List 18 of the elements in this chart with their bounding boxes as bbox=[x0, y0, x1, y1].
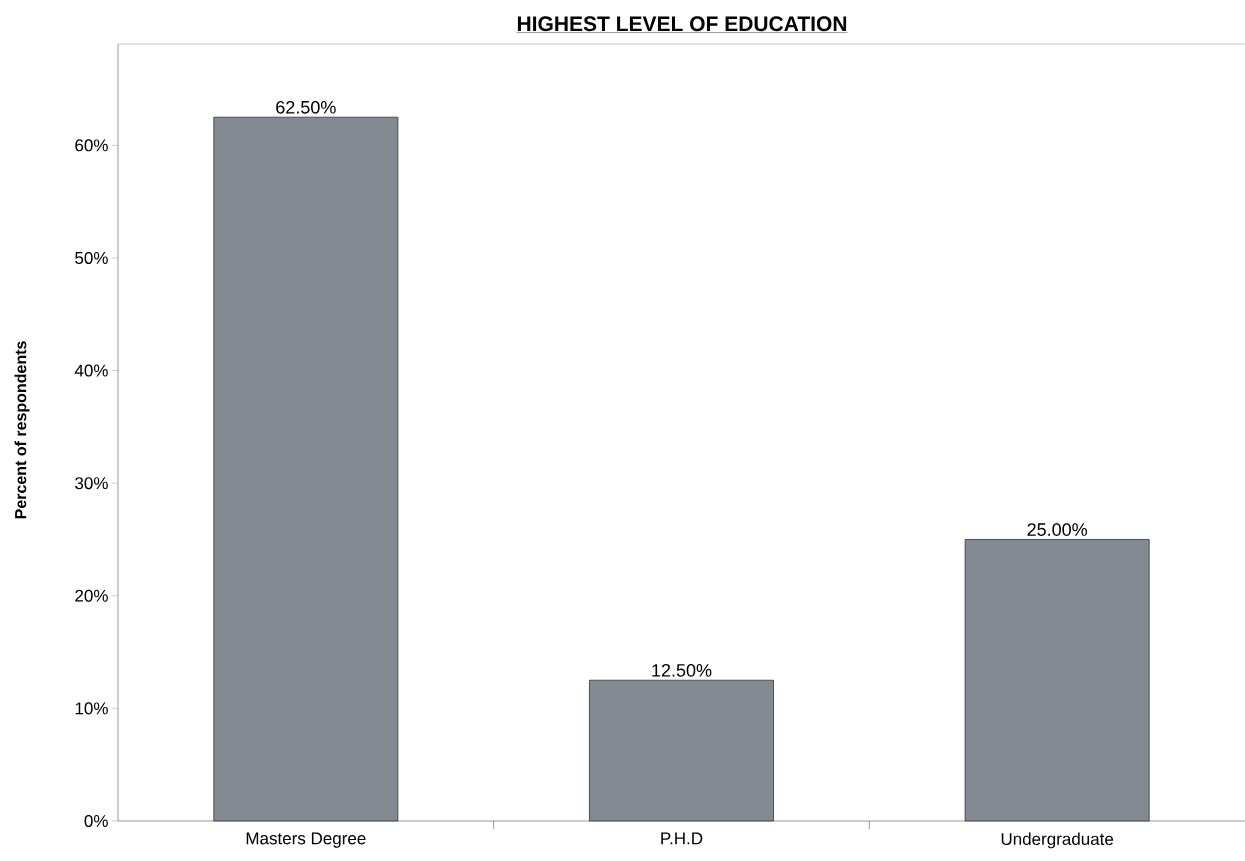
y-tick-label: 30% bbox=[75, 477, 108, 490]
data-label: 62.50% bbox=[276, 100, 336, 114]
bar bbox=[213, 116, 399, 822]
y-tick-label: 60% bbox=[75, 139, 108, 152]
bar bbox=[964, 539, 1150, 822]
data-label: 25.00% bbox=[1027, 523, 1088, 536]
x-tick-label: Masters Degree bbox=[246, 832, 366, 848]
y-tick-label: 20% bbox=[75, 589, 108, 602]
x-tick-label: Undergraduate bbox=[1001, 832, 1114, 849]
chart-title: HIGHEST LEVEL OF EDUCATION bbox=[517, 16, 847, 32]
y-tick-label: 10% bbox=[75, 702, 108, 715]
bar bbox=[589, 679, 774, 822]
y-tick-label: 40% bbox=[74, 364, 108, 377]
y-axis-title: Percent of respondents bbox=[14, 341, 30, 519]
y-tick-label: 50% bbox=[75, 251, 108, 264]
data-label: 12.50% bbox=[652, 663, 712, 677]
y-tick-label: 0% bbox=[84, 814, 108, 828]
x-tick-label: P.H.D bbox=[661, 832, 703, 845]
